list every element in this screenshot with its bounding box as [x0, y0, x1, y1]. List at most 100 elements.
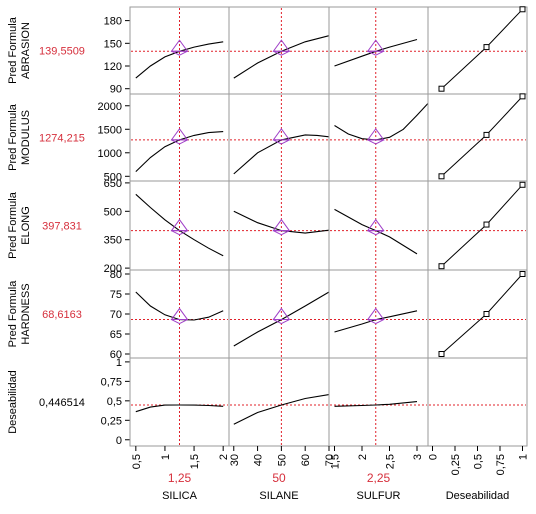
factor-current-value: 1,25 [168, 471, 192, 485]
x-tick-label: 70 [324, 454, 336, 466]
row-current-value-3: 397,831 [42, 221, 82, 233]
x-tick-label: 60 [300, 454, 312, 466]
factor-current-value: 2,25 [367, 471, 391, 485]
profiler-cell [228, 180, 330, 271]
x-tick-label: 1 [518, 454, 530, 460]
y-tick-label: 0,25 [101, 415, 122, 427]
x-tick-label: 0,5 [473, 454, 485, 469]
row-current-value-4: 68,6163 [42, 309, 82, 321]
factor-label: Deseabilidad [446, 490, 510, 502]
row-label-2-name: MODULUS [20, 110, 32, 165]
y-tick-label: 0,75 [101, 376, 122, 388]
current-setting-marker-base [171, 230, 188, 236]
desirability-handle [483, 221, 490, 228]
x-tick-label: 0,5 [131, 454, 143, 469]
current-setting-marker-base [171, 319, 188, 325]
x-tick-label: 2,5 [385, 454, 397, 469]
current-setting-marker-base [367, 319, 384, 325]
y-tick-label: 1500 [98, 124, 122, 136]
x-tick-label: 1,5 [189, 454, 201, 469]
y-tick-label: 60 [110, 349, 122, 361]
y-tick-label: 80 [110, 269, 122, 281]
profiler-cell [427, 269, 528, 359]
desirability-handle [438, 351, 445, 357]
x-tick-label: 2 [218, 454, 230, 460]
current-setting-marker-base [171, 139, 188, 145]
response-curve [233, 394, 330, 425]
current-setting-marker-base [367, 139, 384, 145]
x-tick-label: 0,75 [495, 454, 507, 475]
x-tick-label: 1,5 [330, 454, 342, 469]
profiler-cell [228, 269, 330, 359]
current-setting-marker-base [273, 230, 290, 236]
row-label-3-name: ELONG [20, 206, 32, 245]
factor-current-value: 50 [272, 471, 286, 485]
y-tick-label: 180 [104, 16, 122, 28]
factor-label: SILANE [259, 490, 298, 502]
row-label-3: Pred Formula [7, 191, 19, 259]
profiler-cell [427, 357, 528, 447]
factor-label: SULFUR [356, 490, 400, 502]
desirability-handle [438, 263, 445, 270]
y-tick-label: 0 [116, 435, 122, 447]
current-setting-marker-base [367, 50, 384, 56]
y-tick-label: 2000 [98, 101, 122, 113]
profiler-cell [228, 357, 330, 447]
desirability-handle [519, 271, 526, 277]
y-tick-label: 1 [116, 357, 122, 369]
y-tick-label: 75 [110, 289, 122, 301]
profiler-cell [328, 180, 429, 271]
x-tick-label: 0 [428, 454, 440, 460]
row-current-value-2: 1274,215 [39, 133, 85, 145]
profiler-cell [328, 93, 429, 182]
y-tick-label: 65 [110, 329, 122, 341]
x-tick-label: 30 [229, 454, 241, 466]
row-label-2: Pred Formula [7, 103, 19, 171]
response-curve [233, 134, 330, 175]
desirability-handle [438, 85, 445, 92]
y-tick-label: 150 [104, 38, 122, 50]
x-tick-label: 2 [357, 454, 369, 460]
profiler-cell [427, 93, 528, 182]
y-tick-label: 650 [104, 178, 122, 190]
x-tick-label: 50 [276, 454, 288, 466]
y-tick-label: 0,5 [107, 396, 122, 408]
current-setting-marker-base [273, 50, 290, 56]
desirability-handle [438, 173, 445, 180]
response-curve [334, 401, 418, 407]
y-tick-label: 120 [104, 61, 122, 73]
row-label-4: Pred Formula [7, 280, 19, 348]
profiler-cell [328, 269, 429, 359]
current-setting-marker-base [171, 50, 188, 56]
row-label-1: Pred Formula [7, 16, 19, 84]
current-setting-marker-base [367, 230, 384, 236]
y-tick-label: 500 [104, 171, 122, 183]
x-tick-label: 1 [160, 454, 172, 460]
y-tick-label: 350 [104, 235, 122, 247]
profiler-cell [427, 180, 528, 271]
x-tick-label: 3 [412, 454, 424, 460]
factor-label: SILICA [162, 490, 198, 502]
desirability-handle [483, 131, 490, 138]
y-tick-label: 200 [104, 263, 122, 275]
x-tick-label: 40 [253, 454, 265, 466]
desirability-handle [519, 6, 526, 13]
row-label-4-name: HARDNESS [20, 283, 32, 344]
row-label-desirability: Deseabilidad [7, 370, 19, 434]
profiler-cell [228, 6, 330, 95]
desirability-handle [519, 181, 526, 188]
current-setting-marker-base [273, 319, 290, 325]
response-curve [135, 404, 224, 413]
y-tick-label: 90 [110, 84, 122, 96]
y-tick-label: 1000 [98, 148, 122, 160]
row-label-1-name: ABRASION [20, 22, 32, 79]
desirability-handle [483, 44, 490, 51]
profiler-cell [228, 93, 330, 182]
current-setting-marker-base [273, 139, 290, 145]
y-tick-label: 500 [104, 206, 122, 218]
row-current-value-5: 0,446514 [39, 397, 85, 409]
desirability-handle [519, 93, 526, 100]
x-tick-label: 0,25 [450, 454, 462, 475]
